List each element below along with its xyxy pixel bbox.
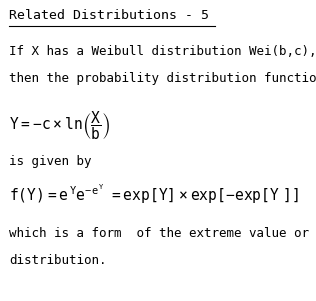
Text: If X has a Weibull distribution Wei(b,c),: If X has a Weibull distribution Wei(b,c)… xyxy=(9,45,316,58)
Text: then the probability distribution function of: then the probability distribution functi… xyxy=(9,72,316,85)
Text: $\mathtt{f(Y) = e^{\,Y}e^{-e^{\,Y}}\ = exp[Y] \times exp[-exp[Y\ ]]}$: $\mathtt{f(Y) = e^{\,Y}e^{-e^{\,Y}}\ = e… xyxy=(9,182,300,206)
Text: Related Distributions - 5: Related Distributions - 5 xyxy=(9,9,210,22)
Text: distribution.: distribution. xyxy=(9,254,107,267)
Text: is given by: is given by xyxy=(9,155,92,168)
Text: $\mathtt{Y = {-c} \times ln}\left(\dfrac{\mathtt{X}}{\mathtt{b}}\right)$: $\mathtt{Y = {-c} \times ln}\left(\dfrac… xyxy=(9,110,111,142)
Text: which is a form  of the extreme value or Gumbel: which is a form of the extreme value or … xyxy=(9,227,316,240)
